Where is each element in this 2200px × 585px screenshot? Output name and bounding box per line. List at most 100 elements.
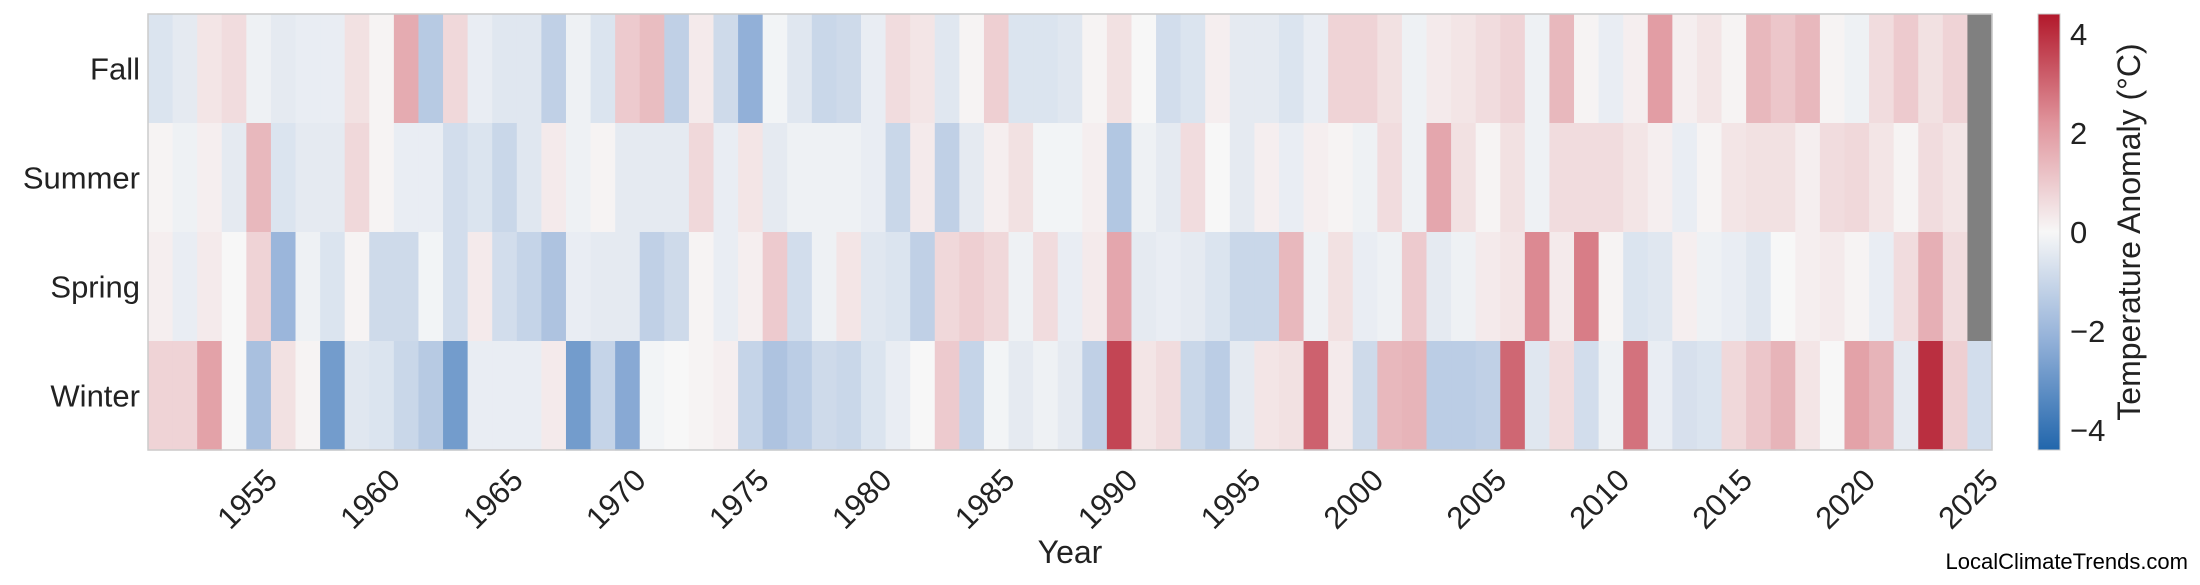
heatmap-cell-winter-2000: [1352, 341, 1378, 451]
heatmap-cell-spring-2013: [1672, 232, 1698, 342]
heatmap-cell-winter-2001: [1377, 341, 1403, 451]
heatmap-cell-summer-1977: [787, 123, 813, 233]
heatmap-cell-spring-1951: [148, 232, 174, 342]
heatmap-cell-summer-1984: [959, 123, 985, 233]
heatmap-cell-winter-1982: [910, 341, 936, 451]
heatmap-cell-spring-2001: [1377, 232, 1403, 342]
heatmap-cell-winter-2012: [1647, 341, 1673, 451]
heatmap-cell-winter-1983: [934, 341, 960, 451]
heatmap-cell-spring-2007: [1524, 232, 1551, 342]
heatmap-cell-spring-1980: [861, 232, 887, 342]
heatmap-cell-fall-2018: [1795, 14, 1821, 124]
heatmap-cell-fall-1985: [983, 14, 1010, 124]
heatmap-cell-spring-2005: [1475, 232, 1501, 342]
heatmap-cell-summer-2006: [1500, 123, 1526, 233]
colorbar-tick-0: 0: [2070, 215, 2087, 250]
heatmap-cell-fall-1996: [1254, 14, 1280, 124]
heatmap-cell-fall-1991: [1131, 14, 1157, 124]
heatmap-cell-winter-1990: [1106, 341, 1133, 451]
heatmap-cell-summer-1956: [270, 123, 297, 233]
heatmap-cell-winter-2025: [1967, 341, 1993, 451]
heatmap-cell-summer-2017: [1770, 123, 1796, 233]
heatmap-cell-spring-2019: [1819, 232, 1846, 342]
heatmap-cell-summer-2016: [1746, 123, 1772, 233]
heatmap-cell-spring-2009: [1574, 232, 1600, 342]
heatmap-cell-winter-1964: [467, 341, 493, 451]
heatmap-cell-spring-1977: [787, 232, 813, 342]
heatmap-cell-spring-2012: [1647, 232, 1673, 342]
heatmap-cell-fall-1958: [320, 14, 346, 124]
heatmap-cell-summer-1980: [861, 123, 887, 233]
heatmap-cell-summer-1999: [1328, 123, 1354, 233]
heatmap-cell-summer-1995: [1229, 123, 1255, 233]
heatmap-cell-summer-1970: [615, 123, 641, 233]
heatmap-cell-winter-1991: [1131, 341, 1157, 451]
heatmap-cell-winter-1967: [541, 341, 567, 451]
heatmap-cell-spring-2000: [1352, 232, 1378, 342]
heatmap-cell-fall-2006: [1500, 14, 1526, 124]
heatmap-cell-spring-1994: [1205, 232, 1231, 342]
heatmap-cell-spring-2018: [1795, 232, 1821, 342]
heatmap-cell-winter-2017: [1770, 341, 1796, 451]
heatmap-cell-summer-1988: [1057, 123, 1083, 233]
heatmap-cell-summer-1974: [713, 123, 739, 233]
heatmap-cell-spring-2015: [1721, 232, 1747, 342]
heatmap-cell-fall-2011: [1623, 14, 1649, 124]
heatmap-cell-fall-2007: [1524, 14, 1551, 124]
heatmap-cell-fall-2013: [1672, 14, 1698, 124]
heatmap-cell-spring-1963: [443, 232, 469, 342]
heatmap-cell-spring-2020: [1844, 232, 1870, 342]
heatmap-cell-winter-1978: [811, 341, 838, 451]
heatmap-cell-winter-2010: [1598, 341, 1624, 451]
heatmap-cell-winter-1997: [1278, 341, 1305, 451]
colorbar-label: Temperature Anomaly (°C): [2111, 43, 2147, 420]
heatmap-cell-fall-1979: [836, 14, 862, 124]
x-axis-label: Year: [1038, 534, 1103, 570]
heatmap-cell-winter-1999: [1328, 341, 1354, 451]
heatmap-cell-winter-1956: [270, 341, 297, 451]
x-tick-label-1995: 1995: [1194, 462, 1268, 536]
heatmap-cell-spring-1991: [1131, 232, 1157, 342]
row-label-winter: Winter: [50, 379, 140, 414]
x-tick-label-1985: 1985: [948, 462, 1022, 536]
heatmap-cell-winter-1955: [246, 341, 272, 451]
heatmap-cell-winter-2021: [1869, 341, 1895, 451]
x-tick-label-2015: 2015: [1686, 462, 1760, 536]
heatmap-cell-spring-1966: [516, 232, 542, 342]
x-tick-label-1975: 1975: [702, 462, 776, 536]
heatmap-cell-fall-2019: [1819, 14, 1846, 124]
heatmap-cell-fall-2016: [1746, 14, 1772, 124]
heatmap-cell-fall-1952: [172, 14, 198, 124]
heatmap-cell-winter-1965: [492, 341, 518, 451]
heatmap-cell-fall-2008: [1549, 14, 1575, 124]
heatmap-cell-summer-1951: [148, 123, 174, 233]
heatmap-cell-summer-1992: [1156, 123, 1182, 233]
heatmap-cell-winter-2022: [1893, 341, 1919, 451]
heatmap-cell-winter-1960: [369, 341, 395, 451]
x-tick-labels: 1955 1960 1965 1970 1975 1980 1985 1990 1995 2000…: [210, 462, 2005, 536]
heatmap-cell-summer-1994: [1205, 123, 1231, 233]
heatmap-cell-fall-1971: [639, 14, 665, 124]
heatmap-cell-winter-1981: [885, 341, 911, 451]
heatmap-cell-winter-2006: [1500, 341, 1526, 451]
heatmap-cell-summer-2000: [1352, 123, 1378, 233]
heatmap-cell-spring-1990: [1106, 232, 1133, 342]
heatmap-cell-winter-1987: [1033, 341, 1059, 451]
heatmap-cell-summer-1955: [246, 123, 272, 233]
heatmap-cell-spring-2008: [1549, 232, 1575, 342]
heatmap-cell-winter-1953: [197, 341, 223, 451]
heatmap-cell-spring-1979: [836, 232, 862, 342]
heatmap-cell-summer-1976: [762, 123, 788, 233]
heatmap-cell-summer-2009: [1574, 123, 1600, 233]
heatmap-cell-winter-2005: [1475, 341, 1501, 451]
heatmap-cell-summer-1957: [295, 123, 321, 233]
x-tick-label-1970: 1970: [579, 462, 653, 536]
heatmap-cell-spring-1974: [713, 232, 739, 342]
colorbar-ticks: −4 −2 0 2 4: [2070, 17, 2105, 448]
x-tick-label-2020: 2020: [1809, 462, 1883, 536]
heatmap-cell-winter-2011: [1623, 341, 1649, 451]
heatmap-cell-winter-1951: [148, 341, 174, 451]
heatmap-cell-summer-1960: [369, 123, 395, 233]
x-tick-label-1960: 1960: [333, 462, 407, 536]
heatmap-cell-winter-1961: [393, 341, 420, 451]
